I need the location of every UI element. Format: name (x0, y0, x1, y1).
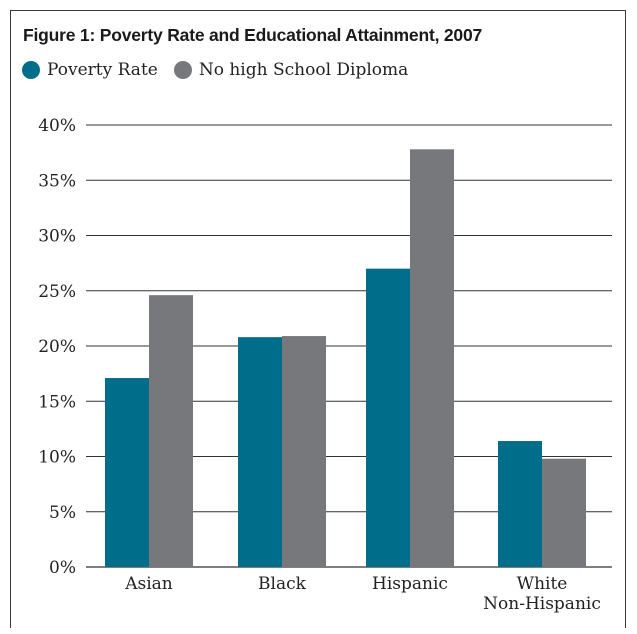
y-tick-label: 30% (38, 227, 76, 247)
y-tick-label: 25% (38, 282, 76, 302)
x-tick-label: White (517, 574, 568, 594)
legend-item-no-diploma: No high School Diploma (173, 60, 409, 80)
y-tick-label: 5% (49, 503, 76, 523)
legend-label-no-diploma: No high School Diploma (198, 60, 409, 80)
bar-poverty-rate (366, 268, 410, 567)
x-tick-label: Non-Hispanic (483, 594, 601, 614)
bar-no-diploma (149, 295, 193, 567)
x-tick-label: Hispanic (372, 574, 448, 594)
x-tick-label: Asian (124, 574, 173, 594)
y-tick-label: 40% (38, 116, 76, 136)
bar-no-diploma (282, 336, 326, 567)
y-tick-label: 10% (38, 448, 76, 468)
legend-label-poverty-rate: Poverty Rate (47, 60, 158, 80)
bar-no-diploma (542, 458, 586, 567)
chart-title: Figure 1: Poverty Rate and Educational A… (23, 25, 483, 45)
chart-legend: Poverty Rate No high School Diploma (22, 60, 424, 80)
x-tick-label: Black (258, 574, 307, 594)
legend-swatch-no-diploma (173, 61, 192, 79)
y-tick-label: 20% (38, 337, 76, 357)
legend-swatch-poverty-rate (22, 61, 40, 79)
bar-poverty-rate (238, 337, 282, 567)
bar-no-diploma (410, 149, 454, 567)
bar-poverty-rate (498, 441, 542, 567)
bar-poverty-rate (105, 378, 149, 567)
y-tick-label: 0% (49, 558, 76, 578)
y-tick-label: 15% (38, 392, 76, 412)
legend-item-poverty-rate: Poverty Rate (22, 60, 158, 80)
y-tick-label: 35% (38, 171, 76, 191)
